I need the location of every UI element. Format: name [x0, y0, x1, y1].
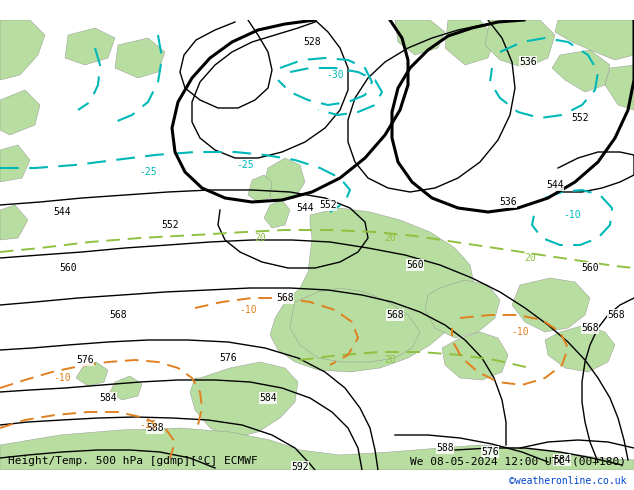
Polygon shape: [605, 65, 634, 110]
Text: 20: 20: [384, 355, 396, 365]
Polygon shape: [395, 20, 445, 55]
Text: -30: -30: [326, 70, 344, 80]
Text: -15: -15: [139, 420, 157, 430]
Text: 20: 20: [254, 233, 266, 243]
Text: -10: -10: [563, 210, 581, 220]
Polygon shape: [545, 325, 615, 372]
Polygon shape: [110, 376, 142, 400]
Text: ©weatheronline.co.uk: ©weatheronline.co.uk: [509, 476, 626, 486]
Polygon shape: [512, 278, 590, 332]
Text: 568: 568: [109, 310, 127, 320]
Polygon shape: [442, 332, 508, 380]
Polygon shape: [76, 362, 108, 386]
Polygon shape: [65, 28, 115, 65]
Polygon shape: [445, 20, 495, 65]
Polygon shape: [0, 205, 28, 240]
Text: 544: 544: [53, 207, 71, 217]
Polygon shape: [0, 145, 30, 182]
Bar: [0, 470, 634, 490]
Text: 568: 568: [276, 293, 294, 303]
Text: -10: -10: [53, 373, 71, 383]
Text: 552: 552: [319, 200, 337, 210]
Polygon shape: [248, 175, 272, 202]
Text: 536: 536: [519, 57, 537, 67]
Text: 568: 568: [386, 310, 404, 320]
Text: 552: 552: [571, 113, 589, 123]
Text: -10: -10: [239, 305, 257, 315]
Text: 560: 560: [59, 263, 77, 273]
Polygon shape: [552, 50, 610, 92]
Polygon shape: [264, 200, 290, 228]
Text: 584: 584: [259, 393, 277, 403]
Text: -25: -25: [139, 167, 157, 177]
Polygon shape: [290, 288, 420, 362]
Text: 560: 560: [581, 263, 598, 273]
Text: 528: 528: [303, 37, 321, 47]
Text: 536: 536: [499, 197, 517, 207]
Text: -25: -25: [236, 160, 254, 170]
Polygon shape: [115, 38, 165, 78]
Text: 584: 584: [553, 455, 571, 465]
Text: 588: 588: [436, 443, 454, 453]
Text: 568: 568: [607, 310, 625, 320]
Polygon shape: [270, 208, 475, 372]
Text: We 08-05-2024 12:00 UTC (00+180): We 08-05-2024 12:00 UTC (00+180): [410, 457, 626, 466]
Polygon shape: [425, 280, 500, 338]
Text: 584: 584: [99, 393, 117, 403]
Text: 568: 568: [581, 323, 598, 333]
Polygon shape: [485, 20, 555, 68]
Polygon shape: [190, 362, 298, 438]
Bar: [0, 470, 634, 490]
Text: 588: 588: [146, 423, 164, 433]
Text: -10: -10: [511, 327, 529, 337]
Text: 552: 552: [161, 220, 179, 230]
Text: 576: 576: [219, 353, 237, 363]
Polygon shape: [555, 20, 634, 60]
Text: 560: 560: [406, 260, 424, 270]
Text: 592: 592: [291, 462, 309, 472]
Text: 20: 20: [524, 253, 536, 263]
Text: 576: 576: [481, 447, 499, 457]
Text: Height/Temp. 500 hPa [gdmp][°C] ECMWF: Height/Temp. 500 hPa [gdmp][°C] ECMWF: [8, 457, 257, 466]
Text: 576: 576: [76, 355, 94, 365]
Polygon shape: [0, 90, 40, 135]
Text: 20: 20: [384, 233, 396, 243]
Polygon shape: [262, 158, 305, 202]
Text: 544: 544: [296, 203, 314, 213]
Polygon shape: [0, 428, 634, 470]
Text: 544: 544: [546, 180, 564, 190]
Polygon shape: [0, 20, 45, 80]
